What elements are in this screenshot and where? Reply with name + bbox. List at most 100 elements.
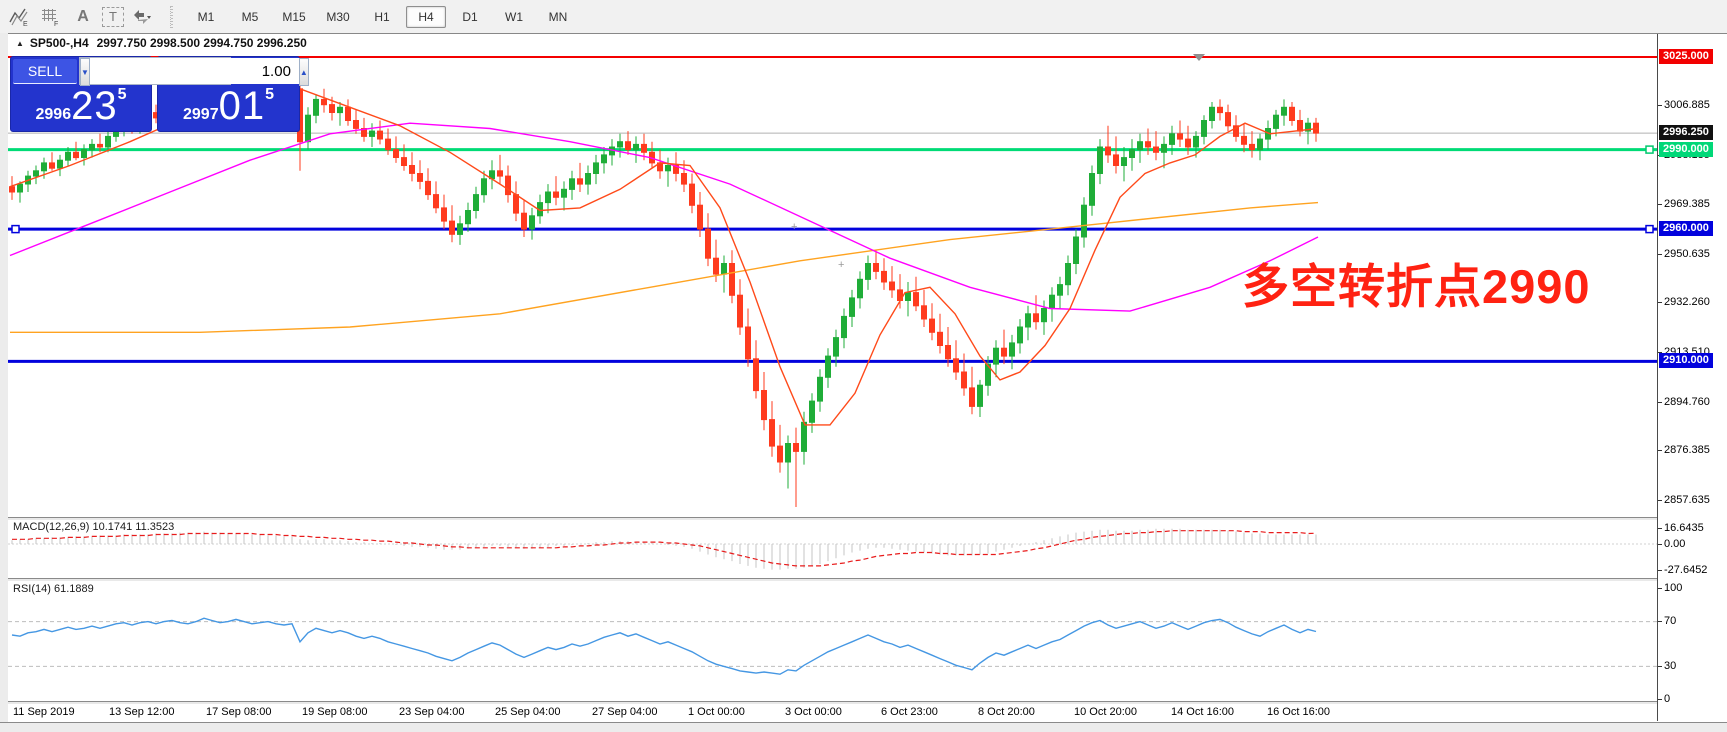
time-axis-label: 16 Oct 16:00 [1267,706,1330,718]
ma-mid-line [9,122,1319,312]
time-axis-label: 10 Oct 20:00 [1074,706,1137,718]
axis-tick-mark [1658,570,1662,571]
indicator-tick-label: 70 [1664,615,1677,627]
timeframe-button-h1[interactable]: H1 [374,9,390,24]
timeframe-button-h4[interactable]: H4 [406,5,446,28]
text-label-icon[interactable]: A [77,7,89,25]
axis-tick-mark [1658,544,1662,545]
chart-ohlc-values: 2997.750 2998.500 2994.750 2996.250 [96,36,307,50]
axis-tick-mark [1658,302,1662,304]
one-click-trade-panel: SELL 2996235 BUY 2997015 ▼ ▲ [10,56,309,132]
price-tick-label: 2876.385 [1664,444,1710,457]
time-axis-label: 3 Oct 00:00 [785,706,842,718]
time-axis-label: 25 Sep 04:00 [495,706,561,718]
price-axis[interactable]: 3006.8852988.1352969.3852950.6352932.260… [1657,34,1727,721]
price-tick-label: 2857.635 [1664,494,1710,506]
timeframe-button-mn[interactable]: MN [548,9,568,24]
time-axis-label: 27 Sep 04:00 [592,706,658,718]
axis-tick-mark [1658,699,1662,700]
time-axis-label: 11 Sep 2019 [13,706,75,718]
colors-icon[interactable] [130,5,156,29]
line-handle[interactable] [1645,145,1654,154]
volume-increase-button[interactable]: ▲ [298,58,309,86]
price-tick-label: 2932.260 [1664,296,1710,309]
time-axis-label: 13 Sep 12:00 [109,706,175,718]
timeframe-button-m30[interactable]: M30 [326,9,350,24]
ma-slow-line [10,201,1319,333]
indicators-icon[interactable]: E [6,5,32,29]
svg-text:E: E [23,21,28,27]
buy-price-big: 01 [218,84,266,128]
volume-decrease-button[interactable]: ▼ [80,58,90,86]
indicator-tick-label: 30 [1664,660,1677,672]
chart-shift-marker-icon[interactable] [1193,54,1205,61]
time-axis[interactable]: 11 Sep 2019 13 Sep 12:00 17 Sep 08:00 19 Se… [8,704,1657,721]
price-level-chip: 2960.000 [1659,221,1713,237]
volume-input[interactable] [89,58,299,84]
price-level-chip: 2910.000 [1659,353,1713,369]
time-axis-label: 1 Oct 00:00 [688,706,745,718]
indicator-tick-label: 100 [1664,582,1683,594]
axis-tick-mark [1658,352,1662,354]
sell-price-prefix: 2996 [35,106,72,123]
indicator-tick-label: 0.00 [1664,538,1686,550]
price-level-chip: 3025.000 [1659,49,1713,64]
price-tick-label: 3006.885 [1664,98,1710,111]
svg-text:+: + [838,259,844,271]
sell-price: 2996235 [11,86,151,126]
indicator-tick-label: 16.6435 [1664,522,1704,534]
line-handle[interactable] [11,224,20,234]
rsi-canvas[interactable] [8,581,1657,701]
ma-fast-line [9,88,1319,426]
sell-price-big: 23 [71,84,118,128]
timeframe-button-m15[interactable]: M15 [282,9,306,24]
time-axis-label: 8 Oct 20:00 [978,706,1035,718]
time-axis-label: 6 Oct 23:00 [881,706,938,718]
macd-canvas[interactable] [8,520,1657,578]
axis-tick-mark [1658,500,1662,501]
volume-stepper: ▼ ▲ [79,57,309,86]
price-level-chip: 2996.250 [1659,125,1713,141]
axis-tick-mark [1658,450,1662,452]
timeframe-button-m5[interactable]: M5 [241,9,259,24]
window-bottom-edge [0,722,1727,732]
svg-text:+: + [791,221,797,233]
time-axis-label: 14 Oct 16:00 [1171,706,1234,718]
price-level-chip: 2990.000 [1659,141,1713,157]
axis-tick-mark [1658,204,1662,206]
line-handle[interactable] [1645,224,1654,234]
timeframe-button-d1[interactable]: D1 [462,9,478,24]
axis-tick-mark [1658,528,1662,529]
svg-text:F: F [54,21,58,27]
sell-price-sup: 5 [117,86,127,103]
time-axis-label: 17 Sep 08:00 [206,706,272,718]
sell-button[interactable]: SELL [13,59,77,84]
textbox-icon[interactable]: T [102,6,124,27]
buy-price-prefix: 2997 [183,106,219,123]
price-tick-label: 2894.760 [1664,395,1710,408]
buy-price: 2997015 [158,86,299,126]
timeframe-button-m1[interactable]: M1 [197,9,215,24]
indicator-tick-label: 0 [1664,693,1671,705]
buy-price-sup: 5 [265,86,274,103]
axis-tick-mark [1658,666,1662,667]
macd-label: MACD(12,26,9) 10.1741 11.3523 [13,521,175,533]
axis-tick-mark [1658,104,1662,106]
grid-icon[interactable]: F [38,5,64,29]
axis-tick-mark [1658,621,1662,622]
price-tick-label: 2950.635 [1664,247,1710,260]
chart-annotation-text: 多空转折点2990 [1242,260,1591,313]
indicator-tick-label: -27.6452 [1664,564,1708,576]
time-axis-label: 23 Sep 04:00 [399,706,465,718]
toolbar-grip[interactable] [170,5,176,28]
time-axis-label: 19 Sep 08:00 [302,706,368,718]
price-tick-label: 2969.385 [1664,198,1710,211]
axis-tick-mark [1658,253,1662,255]
chart-title-bar[interactable]: ▲ SP500-,H4 2997.750 2998.500 2994.750 2… [8,34,1657,52]
axis-tick-mark [1658,401,1662,403]
rsi-label: RSI(14) 61.1889 [13,583,94,595]
axis-tick-mark [1658,588,1662,589]
collapse-arrow-icon[interactable]: ▲ [16,38,24,48]
timeframe-button-w1[interactable]: W1 [505,9,523,24]
